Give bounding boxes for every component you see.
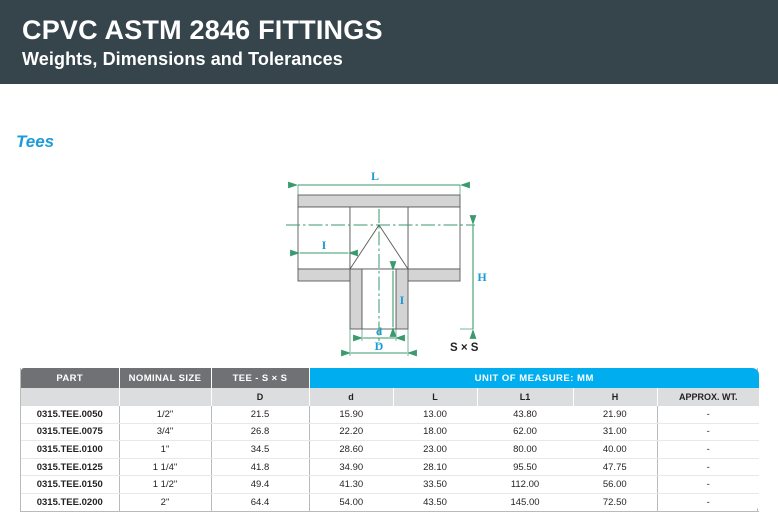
cell-L1: 43.80 (477, 406, 573, 424)
cell-L: 18.00 (393, 423, 477, 442)
th-sub-d: d (309, 388, 394, 406)
cell-H: 21.90 (573, 406, 657, 424)
table-row: 0315.TEE.0100 1" 34.5 28.60 23.00 80.00 … (21, 440, 760, 459)
cell-H: 31.00 (573, 423, 657, 442)
cell-nominal: 1 1/2" (119, 475, 212, 494)
cell-H: 56.00 (573, 475, 657, 494)
th-sub-approx-wt: APPROX. WT. (657, 388, 760, 406)
dimension-I-horizontal: I (290, 238, 358, 257)
cell-part: 0315.TEE.0125 (21, 458, 120, 477)
cell-L: 43.50 (393, 493, 477, 512)
dimension-label-L: L (371, 169, 379, 183)
cell-D: 21.5 (211, 406, 310, 424)
cell-D: 64.4 (211, 493, 310, 512)
table-row: 0315.TEE.0125 1 1/4" 41.8 34.90 28.10 95… (21, 458, 760, 477)
cell-approx-wt: - (656, 493, 760, 512)
cell-nominal: 1" (119, 440, 212, 459)
cell-part: 0315.TEE.0075 (21, 423, 120, 442)
cell-nominal: 3/4" (119, 423, 212, 442)
th-part: PART (21, 368, 120, 388)
cell-d: 34.90 (309, 458, 393, 477)
table-header-row-secondary: D d L L1 H APPROX. WT. (21, 388, 760, 406)
cell-D: 41.8 (211, 458, 310, 477)
cell-approx-wt: - (656, 423, 760, 442)
cell-H: 72.50 (573, 493, 657, 512)
cell-L1: 95.50 (477, 458, 573, 477)
cell-L1: 145.00 (477, 493, 573, 512)
dimension-d: d (353, 326, 405, 342)
cell-L: 13.00 (393, 406, 477, 424)
dimension-label-D: D (375, 339, 384, 353)
cell-H: 40.00 (573, 440, 657, 459)
cell-part: 0315.TEE.0150 (21, 475, 120, 494)
cell-L1: 80.00 (477, 440, 573, 459)
table-row: 0315.TEE.0150 1 1/2" 49.4 41.30 33.50 11… (21, 475, 760, 494)
cell-d: 22.20 (309, 423, 393, 442)
cell-L: 33.50 (393, 475, 477, 494)
dimension-L: L (288, 169, 470, 195)
section-label-tees: Tees (16, 132, 55, 151)
page-header-band: CPVC ASTM 2846 FITTINGS Weights, Dimensi… (0, 0, 778, 84)
fitting-type-label: S × S (450, 342, 479, 354)
dimension-H: H (460, 215, 487, 339)
dimension-label-I-vertical: I (400, 293, 405, 307)
cell-approx-wt: - (656, 406, 760, 424)
cell-nominal: 1 1/4" (119, 458, 212, 477)
dimension-label-I-horizontal: I (322, 238, 327, 252)
cell-D: 34.5 (211, 440, 310, 459)
th-tee-config: TEE - S × S (211, 368, 310, 388)
cell-D: 26.8 (211, 423, 310, 442)
th-sub-L1: L1 (477, 388, 574, 406)
th-sub-blank-1 (21, 388, 120, 406)
cell-d: 28.60 (309, 440, 393, 459)
cell-d: 15.90 (309, 406, 393, 424)
spec-table-container: PART NOMINAL SIZE TEE - S × S UNIT OF ME… (20, 368, 760, 512)
cell-part: 0315.TEE.0100 (21, 440, 120, 459)
th-sub-blank-2 (119, 388, 212, 406)
cell-nominal: 2" (119, 493, 212, 512)
cell-L: 28.10 (393, 458, 477, 477)
centerlines (286, 209, 475, 345)
cell-approx-wt: - (656, 475, 760, 494)
dimension-D: D (341, 329, 417, 357)
dimension-label-d: d (376, 326, 382, 338)
cell-d: 41.30 (309, 475, 393, 494)
cell-L: 23.00 (393, 440, 477, 459)
table-row: 0315.TEE.0050 1/2" 21.5 15.90 13.00 43.8… (21, 406, 760, 424)
table-row: 0315.TEE.0200 2" 64.4 54.00 43.50 145.00… (21, 493, 760, 512)
th-unit-of-measure: UNIT OF MEASURE: MM (309, 368, 760, 388)
cell-approx-wt: - (656, 440, 760, 459)
th-sub-D: D (211, 388, 310, 406)
cell-H: 47.75 (573, 458, 657, 477)
cell-part: 0315.TEE.0200 (21, 493, 120, 512)
th-sub-H: H (573, 388, 658, 406)
dimension-label-H: H (477, 270, 487, 284)
dimension-I-vertical: I (389, 261, 405, 337)
page-title: CPVC ASTM 2846 FITTINGS (22, 15, 383, 45)
tee-drawing: L I I H d D S × S (270, 163, 530, 363)
cell-D: 49.4 (211, 475, 310, 494)
th-sub-L: L (393, 388, 478, 406)
cell-d: 54.00 (309, 493, 393, 512)
page-subtitle: Weights, Dimensions and Tolerances (22, 49, 343, 69)
th-nominal-size: NOMINAL SIZE (119, 368, 212, 388)
cell-approx-wt: - (656, 458, 760, 477)
table-header-row-primary: PART NOMINAL SIZE TEE - S × S UNIT OF ME… (21, 368, 760, 388)
spec-table: PART NOMINAL SIZE TEE - S × S UNIT OF ME… (21, 368, 760, 512)
cell-nominal: 1/2" (119, 406, 212, 424)
table-row: 0315.TEE.0075 3/4" 26.8 22.20 18.00 62.0… (21, 423, 760, 442)
cell-L1: 112.00 (477, 475, 573, 494)
table-body: 0315.TEE.0050 1/2" 21.5 15.90 13.00 43.8… (21, 406, 760, 512)
cell-part: 0315.TEE.0050 (21, 406, 120, 424)
cell-L1: 62.00 (477, 423, 573, 442)
